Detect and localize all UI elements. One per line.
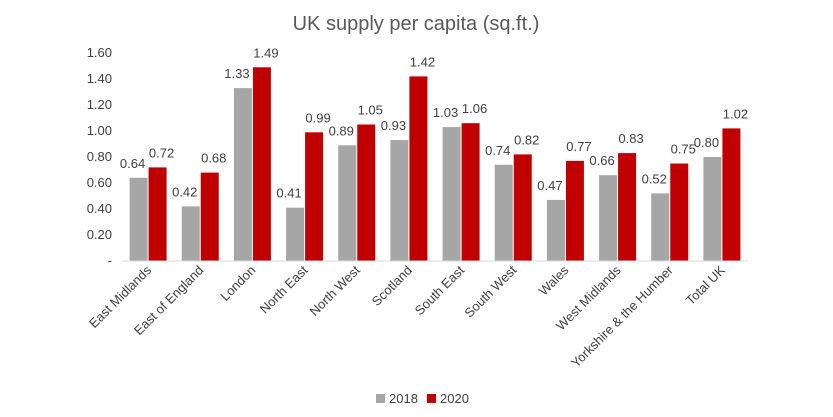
data-label-2018: 0.42 [172, 184, 197, 199]
x-category-label: South East [412, 262, 468, 318]
data-label-2020: 1.02 [723, 106, 748, 121]
legend-swatch-2020 [427, 394, 436, 403]
bar-2018 [390, 140, 409, 261]
data-label-2020: 0.82 [514, 132, 539, 147]
y-tick-label: 0.20 [87, 227, 112, 242]
data-labels: 0.64 0.72 0.42 0.68 1.33 1.49 0.41 0.990.89 1.05… [120, 45, 748, 200]
x-category-label: North West [306, 262, 363, 319]
data-label-2020: 1.49 [253, 45, 278, 60]
data-label-2018: 0.41 [276, 186, 301, 201]
bar-2020 [618, 153, 637, 261]
data-label-2018: 1.33 [224, 66, 249, 81]
x-category-label: London [217, 263, 258, 304]
bar-2018 [286, 207, 305, 261]
bar-2020 [409, 76, 428, 262]
bar-2020 [305, 132, 324, 261]
data-label-2020: 0.68 [201, 151, 226, 166]
legend-label-2020: 2020 [440, 391, 469, 406]
y-tick-label: 1.00 [87, 123, 112, 138]
y-tick-label: 0.60 [87, 175, 112, 190]
x-category-label: Scotland [369, 263, 415, 309]
x-category-label: South West [461, 262, 519, 320]
x-category-label: Yorkshire & the Humber [568, 262, 676, 370]
data-label-2018: 0.66 [589, 153, 614, 168]
data-label-2020: 1.05 [358, 103, 383, 118]
data-label-2020: 0.77 [566, 139, 591, 154]
x-category-label: Wales [536, 262, 572, 298]
data-label-2018: 0.93 [381, 118, 406, 133]
y-tick-label: - [108, 253, 112, 268]
data-label-2020: 0.75 [671, 142, 696, 157]
data-label-2020: 0.99 [305, 110, 330, 125]
bar-2020 [722, 128, 741, 261]
x-category-label: Total UK [683, 262, 729, 308]
bar-2020 [565, 160, 584, 261]
data-label-2018: 0.89 [329, 123, 354, 138]
legend: 2018 2020 [376, 391, 469, 406]
y-tick-label: 0.80 [87, 149, 112, 164]
bar-2018 [599, 175, 618, 261]
data-label-2018: 0.47 [537, 178, 562, 193]
bars [129, 67, 741, 262]
bar-2020 [148, 167, 167, 261]
data-label-2018: 0.52 [642, 171, 667, 186]
bar-2020 [513, 154, 532, 261]
bar-2018 [703, 157, 722, 261]
chart-title: UK supply per capita (sq.ft.) [293, 13, 540, 35]
bar-2020 [252, 67, 271, 261]
bar-2018 [651, 193, 670, 261]
bar-2018 [181, 206, 200, 261]
bar-2020 [357, 124, 376, 261]
data-label-2018: 0.74 [485, 143, 510, 158]
y-tick-label: 1.40 [87, 71, 112, 86]
bar-2018 [546, 199, 565, 261]
y-tick-label: 1.20 [87, 97, 112, 112]
bar-2018 [494, 164, 513, 261]
legend-label-2018: 2018 [389, 391, 418, 406]
data-label-2018: 0.80 [694, 135, 719, 150]
data-label-2020: 1.42 [410, 54, 435, 69]
bar-2018 [233, 88, 252, 261]
bar-2018 [129, 177, 148, 261]
legend-swatch-2018 [376, 394, 385, 403]
bar-2020 [670, 163, 689, 261]
y-tick-label: 0.40 [87, 201, 112, 216]
y-axis: - 0.20 0.40 0.60 0.80 1.00 1.20 1.40 1.60 [87, 45, 112, 268]
bar-2020 [461, 123, 480, 261]
bar-2020 [200, 172, 219, 261]
data-label-2018: 1.03 [433, 105, 458, 120]
data-label-2020: 0.83 [618, 131, 643, 146]
data-label-2018: 0.64 [120, 156, 145, 171]
bar-2018 [442, 127, 461, 261]
data-label-2020: 0.72 [149, 145, 174, 160]
data-label-2020: 1.06 [462, 101, 487, 116]
x-category-label: North East [257, 262, 311, 316]
y-tick-label: 1.60 [87, 45, 112, 60]
bar-2018 [338, 145, 357, 261]
